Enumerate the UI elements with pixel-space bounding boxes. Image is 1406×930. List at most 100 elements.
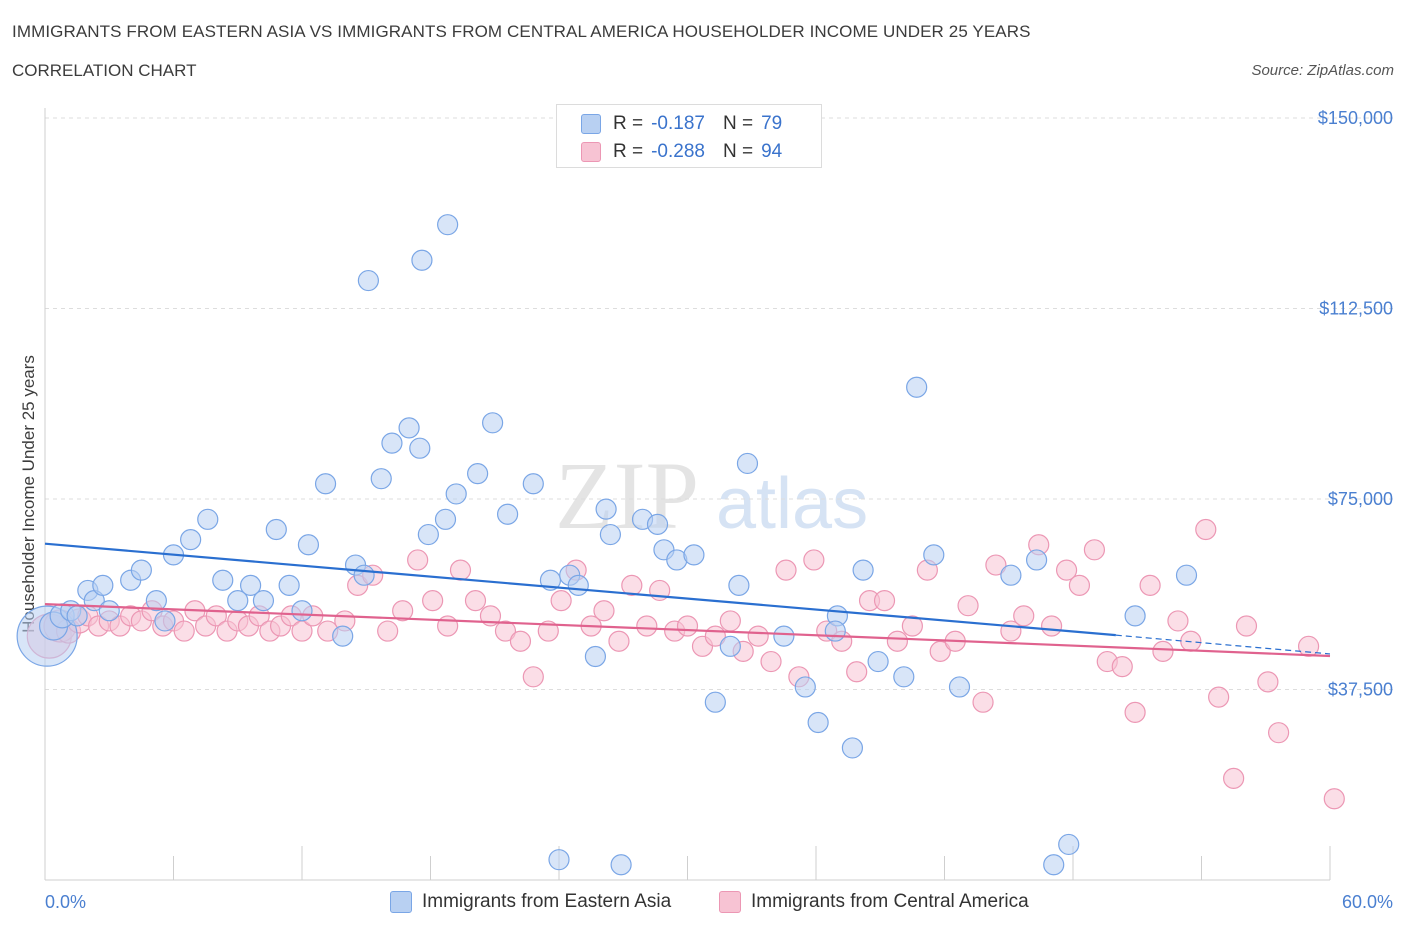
y-axis-label: Householder Income Under 25 years (19, 355, 38, 633)
data-point-eastern-asia (482, 412, 504, 434)
legend-n-label: N = (722, 141, 754, 162)
data-point-central-america (593, 600, 615, 622)
data-point-eastern-asia (948, 676, 971, 698)
trend-line-eastern-asia-extension (1115, 634, 1331, 655)
data-point-eastern-asia (773, 625, 795, 647)
data-point-eastern-asia (381, 432, 403, 454)
data-point-central-america (550, 589, 572, 612)
data-point-central-america (1013, 605, 1035, 627)
data-point-eastern-asia (353, 564, 375, 586)
data-point-central-america (1083, 539, 1106, 561)
data-point-central-america (1055, 559, 1078, 581)
data-point-eastern-asia (599, 523, 622, 546)
legend-swatch-pink (581, 142, 601, 162)
source-credit: Source: ZipAtlas.com (1251, 62, 1394, 79)
data-point-eastern-asia (1043, 854, 1065, 876)
data-point-central-america (509, 630, 532, 652)
data-point-eastern-asia (567, 574, 589, 596)
data-point-eastern-asia (704, 691, 726, 713)
data-point-central-america (1208, 686, 1230, 708)
data-point-eastern-asia (154, 610, 176, 632)
data-point-central-america (422, 589, 444, 612)
data-point-central-america (621, 574, 643, 596)
data-point-eastern-asia (370, 468, 392, 490)
x-tick-label-min: 0.0% (45, 892, 86, 912)
data-point-eastern-asia (411, 249, 433, 271)
trend-line-central-america (44, 603, 1331, 658)
data-point-central-america (1297, 635, 1320, 657)
data-point-eastern-asia (278, 574, 300, 596)
bottom-legend-label: Immigrants from Central America (751, 891, 1029, 912)
data-point-central-america (437, 615, 459, 637)
legend-r-label: R = (613, 113, 644, 134)
data-point-central-america (494, 620, 517, 642)
legend-r-label: R = (613, 141, 644, 162)
legend-row-eastern-asia: R = -0.187 N = 79 (581, 112, 782, 136)
bottom-legend-central-america: Immigrants from Central America (719, 890, 1029, 914)
data-point-eastern-asia (1058, 833, 1080, 856)
data-point-eastern-asia (240, 574, 262, 596)
data-point-eastern-asia (357, 269, 379, 292)
data-point-central-america (1167, 610, 1189, 632)
data-point-central-america (1111, 656, 1133, 678)
data-point-central-america (407, 549, 429, 571)
data-point-eastern-asia (417, 523, 439, 546)
data-point-central-america (1068, 574, 1091, 596)
data-point-eastern-asia (437, 214, 459, 236)
data-point-eastern-asia (197, 508, 219, 530)
data-point-eastern-asia (1000, 564, 1022, 586)
legend-n-value: 79 (761, 113, 783, 134)
data-point-central-america (1152, 640, 1174, 663)
data-point-central-america (873, 589, 896, 612)
legend-n-value: 94 (761, 141, 783, 162)
data-point-eastern-asia (522, 473, 544, 495)
data-point-central-america (1139, 574, 1161, 596)
legend-r-value: -0.187 (651, 113, 705, 134)
data-point-central-america (537, 620, 559, 642)
data-point-eastern-asia (683, 544, 705, 566)
watermark: ZIP atlas (555, 442, 868, 549)
data-point-central-america (1195, 518, 1217, 541)
data-point-eastern-asia (646, 513, 669, 536)
legend-swatch-blue (581, 114, 601, 134)
watermark-atlas: atlas (716, 464, 868, 544)
data-point-central-america (929, 640, 951, 663)
y-tick-label: $75,000 (1328, 489, 1393, 509)
data-point-central-america (1257, 671, 1279, 693)
data-point-central-america (173, 620, 195, 642)
data-point-eastern-asia (445, 483, 467, 505)
data-point-eastern-asia (584, 645, 607, 668)
data-point-eastern-asia (314, 473, 337, 495)
data-point-eastern-asia (145, 589, 167, 612)
stats-legend: R = -0.187 N = 79 R = -0.288 N = 94 (556, 104, 822, 168)
data-point-eastern-asia (1124, 605, 1146, 627)
x-tick-label-max: 60.0% (1342, 892, 1393, 912)
legend-r-value: -0.288 (651, 141, 705, 162)
data-point-eastern-asia (728, 574, 750, 596)
bottom-legend-swatch-blue (390, 891, 412, 913)
data-point-central-america (377, 620, 399, 642)
bottom-legend-swatch-pink (719, 891, 741, 913)
data-point-eastern-asia (409, 437, 431, 459)
data-point-central-america (901, 615, 923, 637)
data-point-central-america (1323, 788, 1345, 810)
data-point-central-america (676, 615, 699, 637)
bottom-legend-label: Immigrants from Eastern Asia (422, 891, 672, 912)
data-point-central-america (803, 549, 825, 571)
data-point-central-america (1223, 767, 1245, 790)
data-point-eastern-asia (595, 498, 617, 520)
data-point-central-america (747, 625, 769, 647)
data-point-central-america (846, 661, 868, 683)
data-point-central-america (464, 589, 487, 612)
data-point-eastern-asia (867, 650, 889, 673)
data-point-eastern-asia (824, 620, 846, 642)
data-point-central-america (1040, 615, 1063, 637)
data-point-central-america (1267, 722, 1290, 744)
data-point-eastern-asia (852, 559, 874, 581)
chart-subtitle: CORRELATION CHART (12, 61, 197, 80)
data-point-eastern-asia (736, 452, 759, 475)
data-point-eastern-asia (497, 503, 519, 525)
bottom-legend-eastern-asia: Immigrants from Eastern Asia (390, 890, 671, 914)
data-point-eastern-asia (66, 605, 88, 627)
data-point-eastern-asia (398, 417, 420, 439)
